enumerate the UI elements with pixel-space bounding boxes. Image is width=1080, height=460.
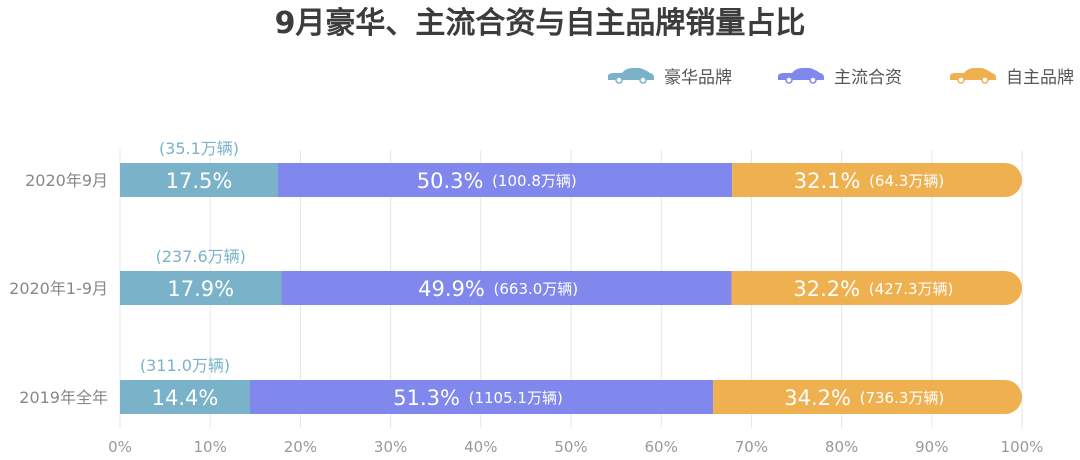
x-tick-label: 10%: [194, 438, 227, 456]
category-label: 2019年全年: [19, 388, 108, 407]
x-tick-label: 40%: [464, 438, 497, 456]
data-label-percent: 32.2%: [793, 277, 860, 301]
bar-segment: [120, 271, 282, 305]
legend-label: 豪华品牌: [664, 67, 732, 88]
data-label-percent: 17.5%: [166, 169, 233, 193]
car-icon: [608, 68, 654, 84]
x-tick-label: 30%: [374, 438, 407, 456]
x-tick-label: 100%: [1001, 438, 1044, 456]
x-tick-label: 0%: [108, 438, 132, 456]
bar-segment: [732, 163, 1022, 197]
data-label-volume: (663.0万辆): [494, 280, 579, 298]
data-label-volume: (736.3万辆): [860, 389, 945, 407]
data-label-volume: (35.1万辆): [159, 139, 239, 158]
bar-segment: [120, 163, 279, 197]
data-label-percent: 34.2%: [784, 386, 851, 410]
data-label-percent: 50.3%: [417, 169, 484, 193]
data-label-percent: 49.9%: [418, 277, 485, 301]
x-tick-label: 50%: [554, 438, 587, 456]
x-tick-label: 70%: [735, 438, 768, 456]
bar-segment: [713, 380, 1022, 414]
data-label-percent: 51.3%: [393, 386, 460, 410]
category-label: 2020年1-9月: [9, 279, 108, 298]
data-label-percent: 14.4%: [152, 386, 219, 410]
x-tick-label: 80%: [825, 438, 858, 456]
chart-title: 9月豪华、主流合资与自主品牌销量占比: [275, 6, 806, 41]
car-icon: [778, 68, 824, 84]
data-label-volume: (237.6万辆): [156, 247, 246, 266]
bar-segment: [281, 271, 732, 305]
data-label-percent: 32.1%: [794, 169, 861, 193]
x-tick-label: 20%: [284, 438, 317, 456]
x-tick-label: 60%: [645, 438, 678, 456]
data-label-volume: (427.3万辆): [869, 280, 954, 298]
bar-segment: [278, 163, 733, 197]
category-label: 2020年9月: [25, 171, 108, 190]
car-icon: [950, 68, 996, 84]
bar-segment: [731, 271, 1022, 305]
bar-segment: [250, 380, 714, 414]
data-label-volume: (311.0万辆): [140, 356, 230, 375]
bar-segment: [120, 380, 251, 414]
data-label-volume: (64.3万辆): [869, 172, 944, 190]
data-label-volume: (1105.1万辆): [469, 389, 563, 407]
data-label-volume: (100.8万辆): [492, 172, 577, 190]
x-tick-label: 90%: [915, 438, 948, 456]
data-label-percent: 17.9%: [167, 277, 234, 301]
legend-label: 主流合资: [834, 68, 902, 88]
legend-label: 自主品牌: [1006, 68, 1074, 88]
